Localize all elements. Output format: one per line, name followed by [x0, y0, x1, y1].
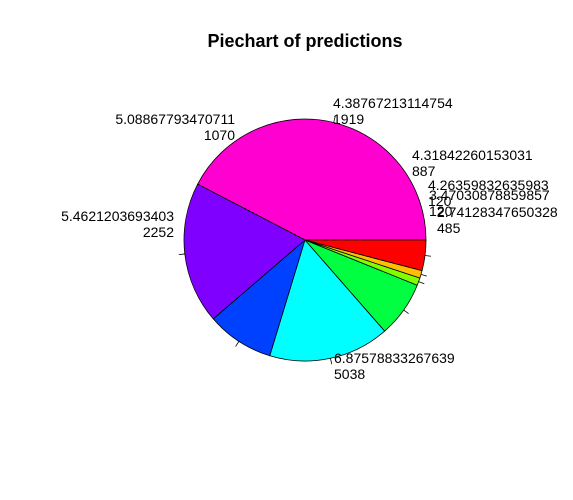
pie-slice-label: 6.87578833267639 [334, 350, 455, 366]
pie-slice-count: 120 [429, 203, 453, 219]
pie-slice-label: 2.74128347650328 [437, 204, 558, 220]
pie-slice-label: 3.47030878859857 [429, 187, 550, 203]
pie-slice-count: 1919 [333, 111, 364, 127]
pie-leader-line [418, 281, 425, 285]
pie-leader-line [330, 358, 333, 365]
pie-slice-count: 887 [412, 163, 436, 179]
pie-slice-count: 2252 [143, 224, 174, 240]
pie-leader-line [333, 116, 336, 123]
pie-slice-label: 4.31842260153031 [412, 147, 533, 163]
pie-leader-line [424, 255, 432, 257]
pie-slices [183, 118, 427, 362]
pie-leader-line [235, 341, 240, 347]
chart-title: Piechart of predictions [207, 31, 402, 51]
pie-slice-count: 485 [437, 220, 461, 236]
pie-leader-line [403, 309, 409, 314]
pie-slice-count: 5038 [334, 366, 365, 382]
pie-slice-label: 4.26359832635983 [428, 177, 549, 193]
pie-slice-count: 120 [428, 193, 452, 209]
pie-slice-label: 4.38767213114754 [333, 95, 453, 111]
pie-slice-label: 5.4621203693403 [61, 208, 174, 224]
pie-leader-line [420, 273, 427, 277]
pie-slice [304, 239, 427, 272]
pie-leader-line [178, 253, 185, 256]
pie-slice-count: 1070 [204, 127, 235, 143]
pie-slice [197, 118, 427, 241]
pie-slice-label: 5.08867793470711 [115, 111, 235, 127]
pie-leader-lines [178, 116, 432, 365]
